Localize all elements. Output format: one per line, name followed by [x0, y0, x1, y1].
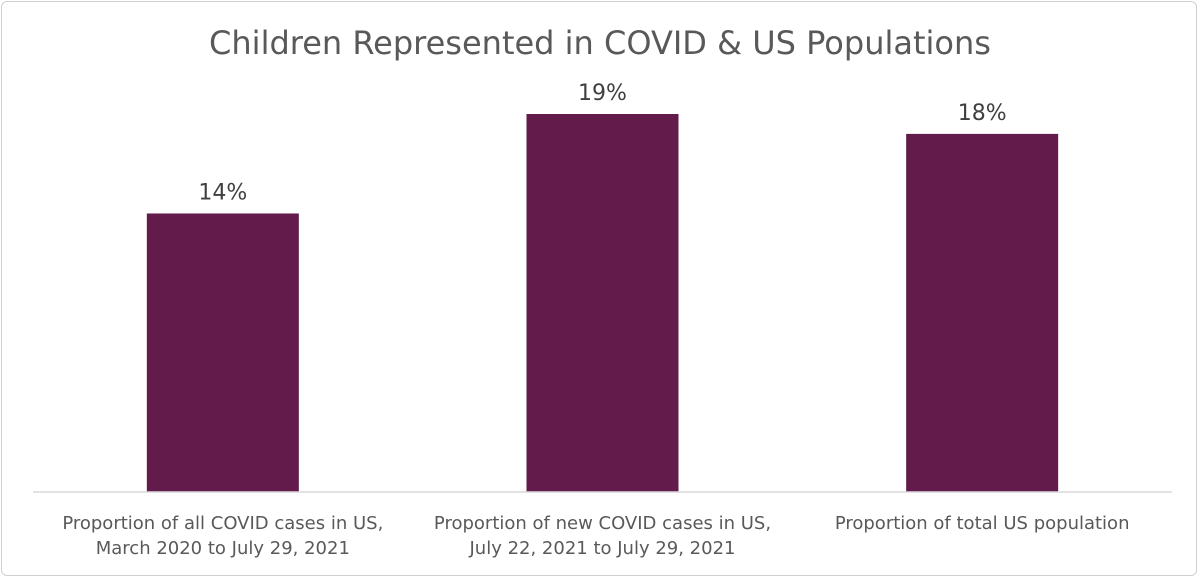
category-label-2-line-1: Proportion of new COVID cases in US,: [434, 513, 771, 534]
category-label-1-line-1: Proportion of all COVID cases in US,: [62, 513, 383, 534]
data-label-2: 19%: [578, 81, 627, 106]
bars-group: [146, 114, 1059, 493]
bar-2: [526, 114, 679, 492]
bar-1: [146, 213, 299, 492]
data-label-1: 14%: [198, 180, 247, 205]
chart-title: Children Represented in COVID & US Popul…: [209, 24, 991, 62]
category-label-2-line-2: July 22, 2021 to July 29, 2021: [468, 538, 735, 559]
data-label-3: 18%: [958, 101, 1007, 126]
category-labels-group: Proportion of all COVID cases in US, Marc…: [62, 513, 1129, 559]
category-label-3-line-1: Proportion of total US population: [835, 513, 1130, 534]
value-labels-group: 14% 19% 18%: [198, 81, 1006, 205]
bar-3: [906, 133, 1059, 493]
category-label-1-line-2: March 2020 to July 29, 2021: [96, 538, 350, 559]
